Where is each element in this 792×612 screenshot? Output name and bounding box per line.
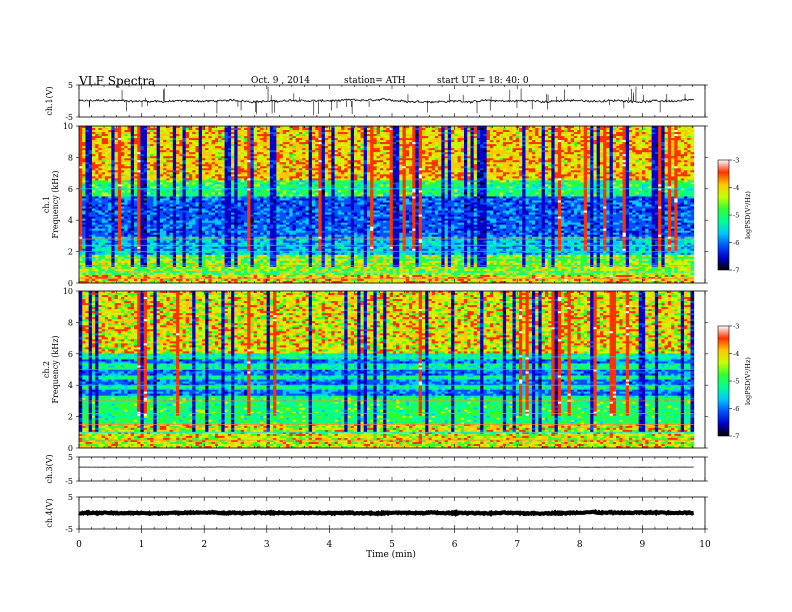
ch3-ylabel: ch.3(V) (45, 454, 54, 483)
spec1-ylabel: Frequency (kHz) (51, 170, 60, 238)
spec1-colorbar-label: logPSD(V²/Hz) (744, 191, 752, 239)
spec1-colorbar-tick-label: -3 (733, 157, 739, 165)
x-tick-label: 6 (452, 540, 458, 550)
x-tick-label: 9 (640, 540, 646, 550)
x-tick-label: 5 (389, 540, 395, 550)
ch1-series (79, 87, 694, 116)
ch1-trace (79, 99, 694, 104)
ch1-ytick-label: -5 (65, 113, 73, 122)
spec1-colorbar-tick-label: -4 (733, 184, 739, 192)
x-tick-label: 4 (327, 540, 333, 550)
spec1-heatmap (79, 126, 694, 283)
spec2-colorbar-tick-label: -7 (733, 433, 739, 441)
spec1-ytick-label: 6 (68, 185, 73, 194)
spec2-heatmap (79, 291, 694, 448)
vlf-spectra-figure: 5-5ch.1(V)0246810Frequency (kHz)ch.1-3-4… (0, 0, 792, 612)
spec2-channel-label: ch.2 (42, 361, 51, 378)
x-axis-label: Time (min) (366, 549, 416, 560)
x-tick-label: 10 (699, 540, 711, 550)
ch3-ytick-label: 5 (68, 453, 73, 462)
x-tick-label: 0 (76, 540, 82, 550)
spec1-colorbar-tick-label: -6 (733, 239, 739, 247)
spec2-ytick-label: 2 (68, 413, 73, 422)
spec2-colorbar-tick-label: -5 (733, 378, 739, 386)
spec2-ytick-label: 6 (68, 350, 73, 359)
ch4-trace (79, 512, 694, 514)
ch1-ylabel: ch.1(V) (45, 86, 54, 115)
spec1-colorbar-tick-label: -5 (733, 212, 739, 220)
spec2-ylabel: Frequency (kHz) (51, 335, 60, 403)
spec2-ytick-label: 10 (63, 287, 73, 296)
x-tick-label: 7 (514, 540, 520, 550)
spec2-colorbar-tick-label: -6 (733, 405, 739, 413)
ch4-ytick-label: -5 (65, 525, 73, 534)
spec2-colorbar-tick-label: -4 (733, 350, 739, 358)
x-tick-label: 2 (201, 540, 207, 550)
x-tick-label: 8 (577, 540, 583, 550)
spec2-colorbar-tick-label: -3 (733, 323, 739, 331)
spec1-colorbar (718, 160, 729, 270)
ch4-ytick-label: 5 (68, 493, 73, 502)
spec1-channel-label: ch.1 (42, 196, 51, 213)
spec2-colorbar-label: logPSD(V²/Hz) (744, 357, 752, 405)
spec2-ytick-label: 8 (68, 318, 73, 327)
ch3-ytick-label: -5 (65, 477, 73, 486)
ch4-series (79, 512, 694, 514)
x-tick-label: 3 (264, 540, 270, 550)
spec1-ytick-label: 2 (68, 248, 73, 257)
spec2-ytick-label: 4 (68, 381, 73, 390)
spec1-ytick-label: 8 (68, 153, 73, 162)
spec2-colorbar (718, 326, 729, 436)
x-tick-label: 1 (139, 540, 145, 550)
spec1-ytick-label: 4 (68, 216, 73, 225)
ch4-ylabel: ch.4(V) (45, 498, 54, 527)
spec1-colorbar-tick-label: -7 (733, 267, 739, 275)
ch1-ytick-label: 5 (68, 81, 73, 90)
spec1-ytick-label: 10 (63, 122, 73, 131)
spec2-ytick-label: 0 (68, 444, 73, 453)
